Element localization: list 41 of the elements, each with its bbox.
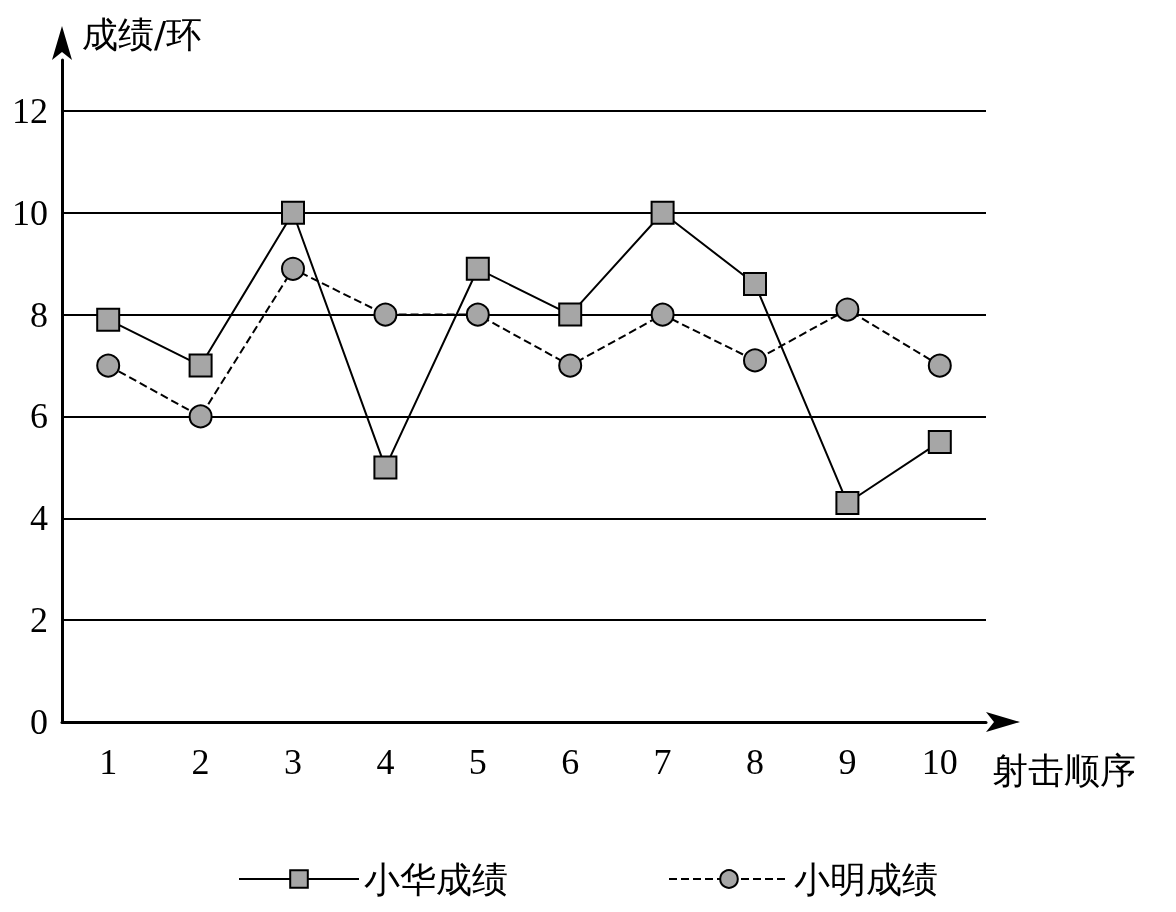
point (281, 256, 305, 281)
point (465, 256, 490, 281)
x-tick-label: 10 (921, 742, 958, 782)
y-tick-label: 0 (30, 702, 48, 742)
y-tick-label: 10 (12, 192, 48, 233)
legend-label: 小华成绩 (364, 858, 508, 900)
x-tick-label: 1 (99, 742, 118, 782)
point (373, 455, 398, 480)
point (927, 429, 952, 454)
y-axis-title: 成绩/环 (82, 13, 203, 55)
point (927, 353, 952, 378)
point (835, 491, 860, 516)
point (96, 307, 121, 332)
x-tick-label: 8 (746, 742, 764, 782)
point (743, 272, 767, 297)
y-tick-label: 6 (30, 396, 48, 437)
x-tick-label: 2 (191, 742, 210, 782)
x-tick-label: 7 (653, 742, 672, 782)
y-tick-label: 2 (30, 600, 48, 641)
point (188, 353, 213, 378)
point (650, 302, 675, 327)
point (558, 302, 583, 327)
legend-label: 小明成绩 (794, 858, 938, 900)
x-tick-label: 4 (376, 742, 395, 782)
point (465, 302, 490, 327)
x-tick-label: 6 (561, 742, 580, 782)
point (96, 353, 121, 378)
point (281, 200, 305, 225)
x-tick-label: 3 (284, 742, 302, 782)
point (558, 353, 583, 378)
point (835, 297, 860, 322)
x-tick-label: 5 (468, 742, 487, 782)
y-tick-label: 8 (30, 294, 48, 335)
point (743, 348, 767, 373)
y-tick-label: 12 (12, 90, 48, 131)
point (373, 302, 398, 327)
y-tick-label: 4 (30, 498, 48, 539)
point (650, 200, 675, 225)
point (188, 404, 213, 429)
x-tick-label: 9 (838, 742, 857, 782)
x-axis-title: 射击顺序 (992, 749, 1136, 791)
